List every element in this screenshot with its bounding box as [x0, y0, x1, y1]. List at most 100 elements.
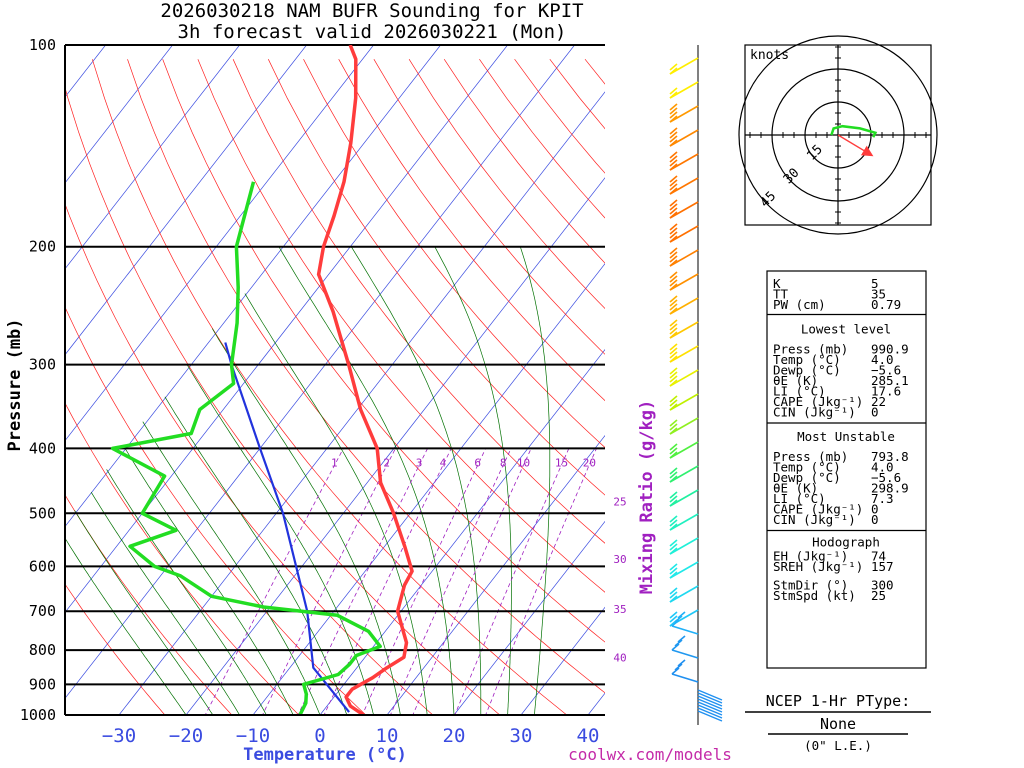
isotherm-line — [65, 45, 307, 356]
temperature-axis-title: Temperature (°C) — [243, 745, 407, 765]
stat-lowest-label: CIN (Jkg⁻¹) — [773, 405, 856, 420]
pressure-tick-label: 1000 — [20, 706, 56, 724]
wind-barb — [669, 489, 699, 507]
stat-unstable-label: Temp (°C) — [773, 460, 841, 475]
stat-storm-label: StmDir (°) — [773, 578, 848, 593]
moist-adiabat-line — [164, 396, 348, 715]
moist-adiabat-line — [211, 328, 401, 715]
dry-adiabat-line — [232, 59, 605, 544]
stat-lowest-label: LI (°C) — [773, 384, 826, 399]
dry-adiabat-line — [65, 86, 501, 715]
stat-top-label: TT — [773, 287, 789, 302]
isotherm-line — [65, 45, 374, 442]
temperature-tick-label: 20 — [443, 725, 466, 747]
isotherm-line — [65, 45, 575, 699]
ptype-panel: NCEP 1-Hr PType: None (0" L.E.) — [745, 692, 931, 753]
pressure-tick-label: 500 — [29, 504, 56, 522]
stat-lowest-label: Temp (°C) — [773, 352, 841, 367]
mixing-ratio-line — [412, 448, 532, 715]
pressure-tick-label: 900 — [29, 675, 56, 693]
wind-barb — [697, 704, 723, 716]
mixing-ratio-label: 15 — [555, 456, 568, 469]
wind-barb — [669, 223, 699, 243]
stat-lowest-value: 285.1 — [871, 373, 909, 388]
stat-top-value: 0.79 — [871, 297, 901, 312]
pressure-tick-label: 100 — [29, 36, 56, 54]
stat-hodo-value: 157 — [871, 559, 894, 574]
wind-barb — [697, 698, 723, 710]
mixing-ratio-label: 4 — [440, 456, 447, 469]
hodograph-trace — [830, 124, 878, 138]
stat-top-label: PW (cm) — [773, 297, 826, 312]
stat-lowest-label: Dewp (°C) — [773, 363, 841, 378]
wind-barb — [669, 271, 699, 291]
stat-unstable-label: LI (°C) — [773, 491, 826, 506]
stat-top-value: 5 — [871, 276, 879, 291]
dry-adiabat-line — [65, 494, 233, 715]
dry-adiabat-line — [443, 59, 605, 264]
stats-panel: K 5 TT 35 PW (cm) 0.79 Lowest level Press (mb) 9… — [766, 270, 927, 669]
stat-unstable-value: 4.0 — [871, 460, 894, 475]
pressure-tick-label: 200 — [29, 238, 56, 256]
isotherm-line — [65, 45, 240, 270]
wind-barb — [697, 707, 723, 719]
wind-barb — [669, 127, 699, 147]
wind-barb — [697, 692, 723, 704]
ptype-value: None — [820, 715, 856, 733]
stat-unstable-value: 0 — [871, 512, 879, 527]
pressure-tick-label: 800 — [29, 641, 56, 659]
stat-top-value: 35 — [871, 287, 886, 302]
mixing-ratio-line — [361, 448, 487, 715]
wind-barb — [697, 689, 723, 701]
stat-unstable-label: θE (K) — [773, 481, 818, 496]
mixing-ratio-label: 10 — [517, 456, 530, 469]
stat-unstable-value: −5.6 — [871, 470, 901, 485]
wind-barb — [669, 57, 699, 75]
isotherm-line — [118, 91, 605, 715]
wind-barb — [669, 417, 699, 435]
wind-barb — [669, 367, 699, 387]
temperature-tick-label: 40 — [577, 725, 600, 747]
stat-storm-value: 25 — [871, 588, 886, 603]
hodograph-units-label: knots — [750, 48, 789, 63]
wind-barbs — [669, 57, 723, 722]
stat-unstable-label: CAPE (Jkg⁻¹) — [773, 502, 863, 517]
stat-unstable-label: Press (mb) — [773, 449, 848, 464]
wind-barb — [669, 343, 699, 363]
isotherm-line — [185, 177, 605, 715]
right-side-label: 40 — [613, 651, 626, 664]
pressure-tick-label: 700 — [29, 602, 56, 620]
stats-lowest-heading: Lowest level — [801, 322, 891, 337]
stat-unstable-label: Dewp (°C) — [773, 470, 841, 485]
stat-hodo-label: EH (Jkg⁻¹) — [773, 549, 848, 564]
stat-unstable-label: CIN (Jkg⁻¹) — [773, 512, 856, 527]
dewpoint-trace — [110, 181, 382, 715]
dry-adiabat-lines — [65, 58, 605, 715]
storm-motion-arrow — [837, 134, 874, 157]
dry-adiabat-line — [65, 583, 166, 715]
stat-lowest-value: 4.0 — [871, 352, 894, 367]
mixing-ratio-axis-title: Mixing Ratio (g/kg) — [637, 400, 657, 594]
wind-barb — [669, 81, 699, 99]
moist-adiabat-line — [74, 510, 214, 715]
stat-lowest-label: Press (mb) — [773, 342, 848, 357]
stat-lowest-value: 0 — [871, 405, 879, 420]
moist-adiabat-line — [186, 364, 374, 715]
moist-adiabat-line — [278, 246, 455, 715]
ptype-note: (0" L.E.) — [804, 738, 872, 753]
ptype-title: NCEP 1-Hr PType: — [766, 692, 911, 710]
temperature-tick-label: −10 — [236, 725, 270, 747]
wind-barb — [669, 247, 699, 267]
stat-lowest-value: 17.6 — [871, 384, 901, 399]
stat-hodo-label: SREH (Jkg⁻¹) — [773, 559, 863, 574]
wind-barb — [697, 710, 723, 722]
mixing-ratio-label: 6 — [474, 456, 481, 469]
pressure-tick-label: 400 — [29, 439, 56, 457]
dry-adiabat-line — [303, 59, 605, 448]
wind-barb — [669, 513, 699, 531]
mixing-ratio-label: 1 — [331, 456, 338, 469]
wind-barb — [669, 199, 699, 219]
mixing-ratio-label: 20 — [583, 456, 596, 469]
